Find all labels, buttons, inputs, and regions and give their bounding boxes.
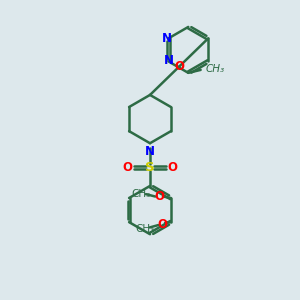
- Text: S: S: [145, 161, 155, 174]
- Text: O: O: [175, 60, 185, 73]
- Text: N: N: [145, 145, 155, 158]
- Text: CH₃: CH₃: [206, 64, 224, 74]
- Text: O: O: [154, 190, 164, 203]
- Text: O: O: [157, 218, 167, 231]
- Text: CH₃: CH₃: [132, 189, 151, 199]
- Text: CH₃: CH₃: [135, 224, 154, 234]
- Text: N: N: [164, 54, 173, 67]
- Text: O: O: [123, 161, 133, 174]
- Text: N: N: [162, 32, 172, 45]
- Text: O: O: [167, 161, 177, 174]
